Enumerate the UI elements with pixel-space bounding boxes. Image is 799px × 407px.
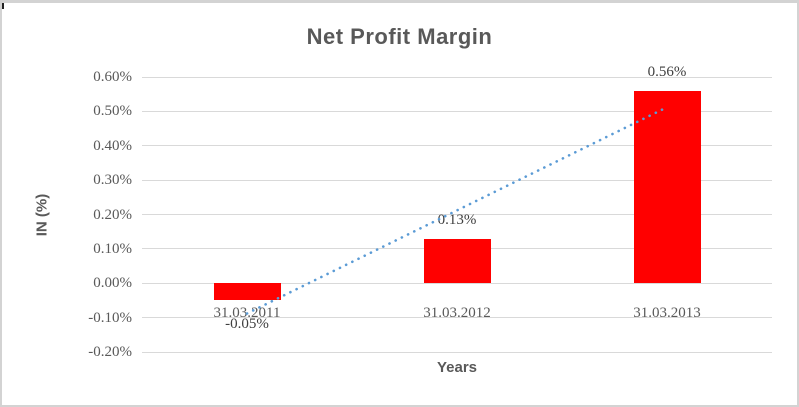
y-tick-label: -0.10% [88, 309, 132, 326]
gridline [142, 214, 772, 215]
y-tick-label: -0.20% [88, 344, 132, 360]
bar-31.03.2013 [633, 90, 701, 284]
chart-title: Net Profit Margin [306, 24, 493, 49]
gridline [142, 179, 772, 181]
gridline [142, 76, 772, 78]
y-tick-label: 0.00% [93, 275, 132, 292]
y-tick-label: 0.40% [93, 137, 132, 154]
x-category-label: 31.03.2013 [633, 305, 701, 322]
x-axis-title: Years [436, 359, 478, 376]
y-tick-label: 0.20% [93, 206, 132, 223]
plot-area: 0.60% 0.50% 0.40% 0.30% 0.20% 0.10% 0.00% -0.10… [88, 64, 772, 360]
gridline [142, 145, 772, 147]
x-category-label: 31.03.2012 [423, 305, 491, 322]
top-left-corner-mark [2, 3, 4, 9]
gridline [142, 110, 772, 112]
y-axis-title: IN (%) [33, 193, 51, 237]
gridline [142, 351, 772, 353]
data-label: -0.05% [225, 316, 269, 333]
data-label: 0.56% [647, 63, 687, 80]
y-tick-label: 0.30% [93, 172, 132, 189]
bar-31.03.2012 [423, 238, 491, 284]
y-tick-label: 0.50% [93, 103, 132, 120]
gridline [142, 317, 772, 319]
y-tick-label: 0.10% [93, 240, 132, 257]
y-tick-label: 0.60% [93, 69, 132, 85]
bar-31.03.2011 [213, 283, 281, 301]
gridline [142, 282, 772, 284]
data-label: 0.13% [437, 211, 477, 228]
trendline [245, 105, 669, 315]
